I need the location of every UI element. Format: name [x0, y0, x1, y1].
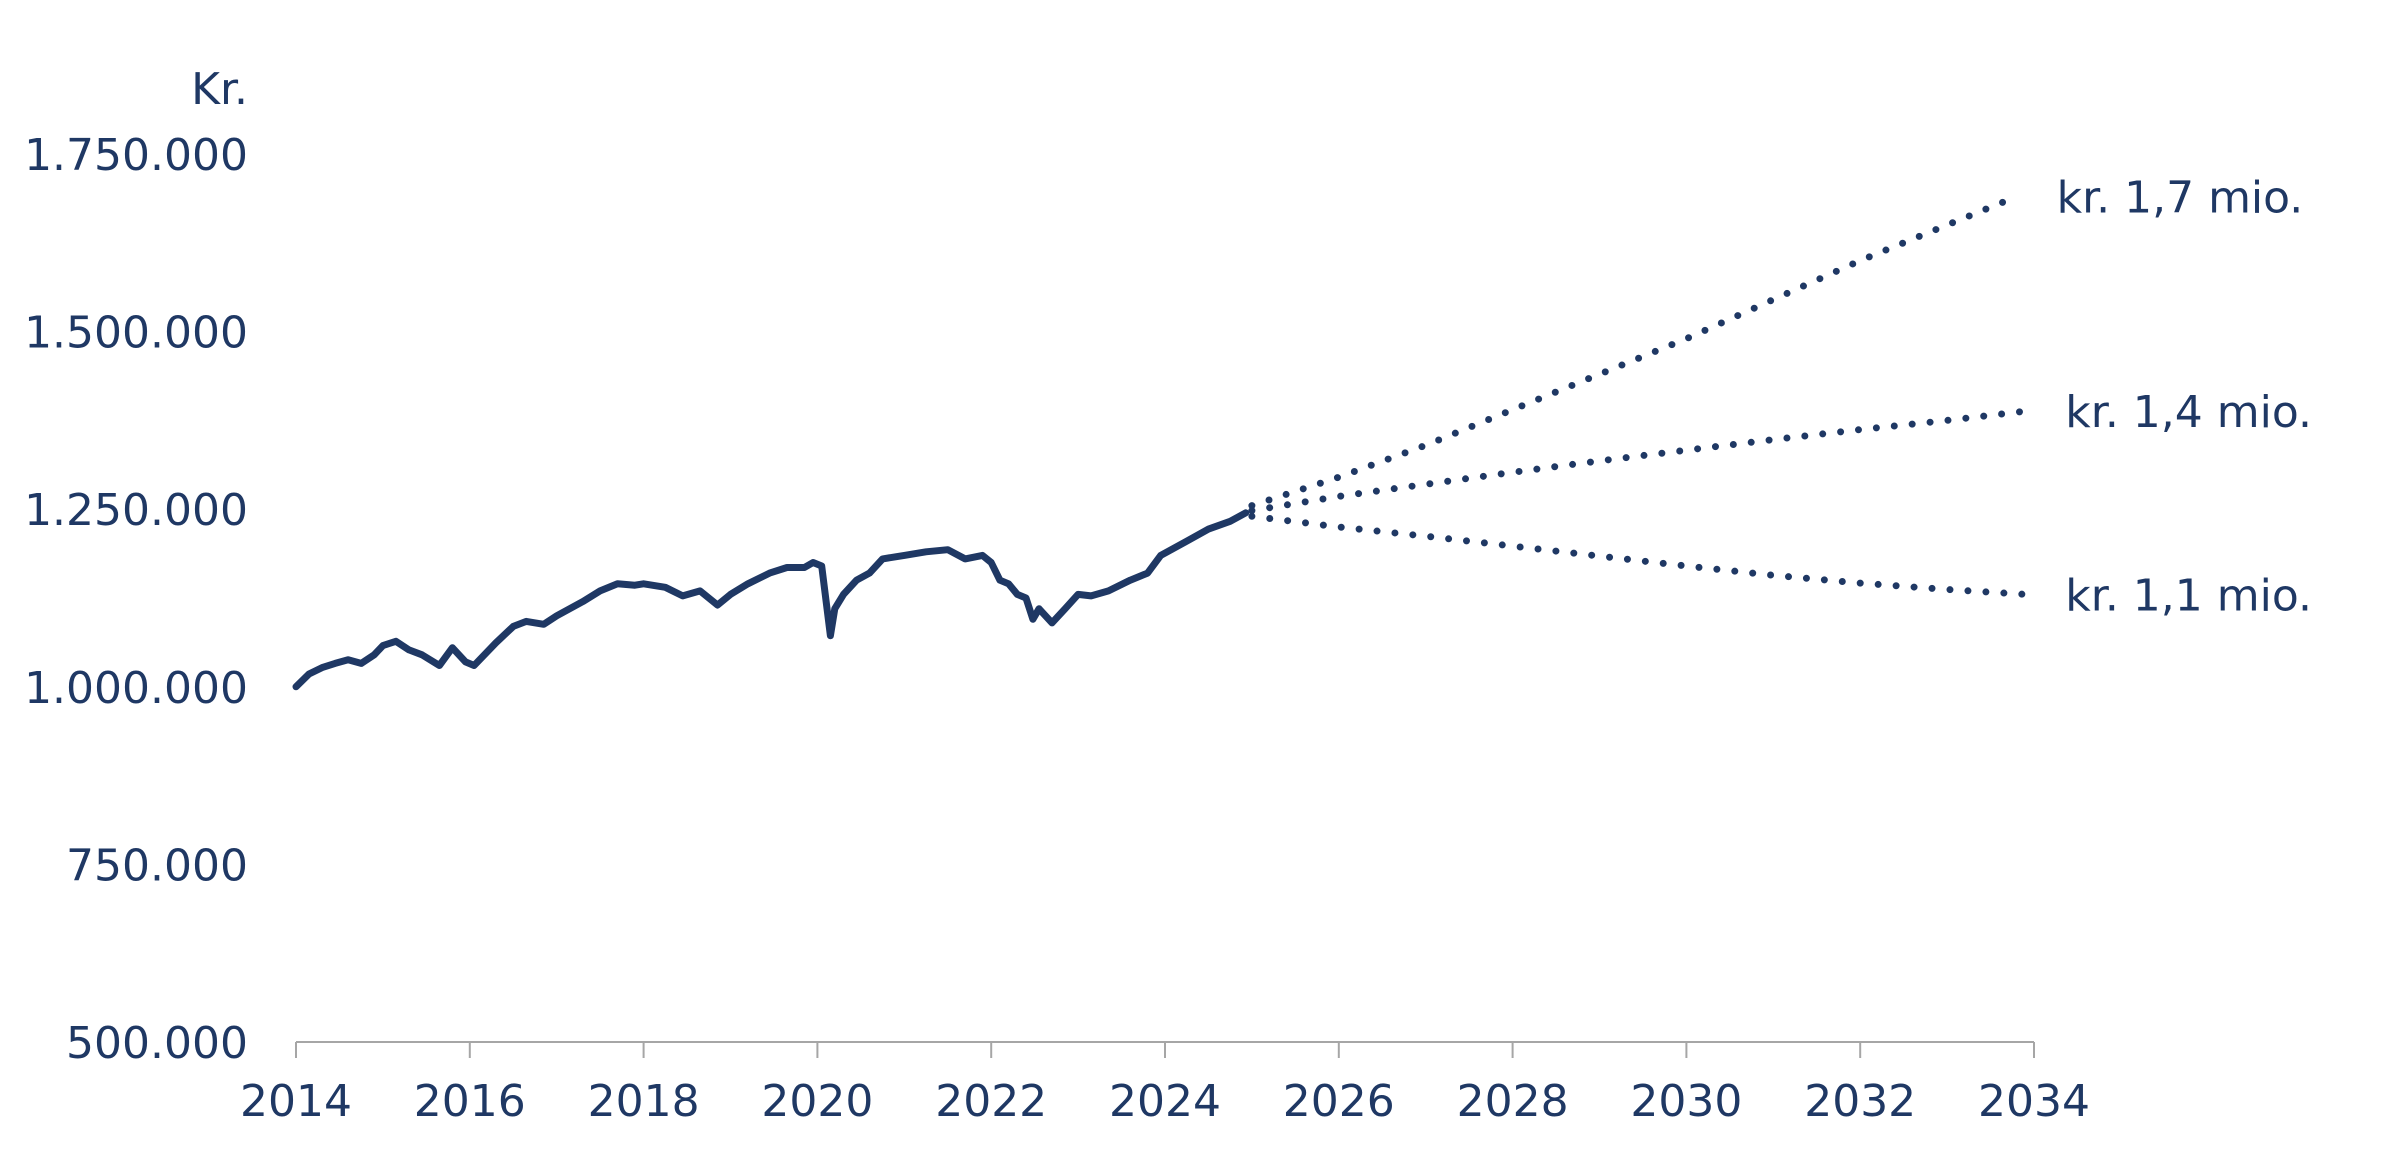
- projection-end-label: kr. 1,1 mio.: [2065, 570, 2312, 621]
- axes: 2014 2016 2018 2020 2022 2024 2026 2028 2030 2032…: [24, 64, 2090, 1127]
- labels-group: kr. 1,7 mio. kr. 1,4 mio. kr. 1,1 mio.: [2057, 173, 2312, 622]
- projection-end-label: kr. 1,7 mio.: [2057, 173, 2304, 224]
- y-tick-label: 1.500.000: [24, 308, 248, 359]
- x-tick-label: 2016: [414, 1076, 526, 1127]
- x-tick-label: 2022: [935, 1076, 1047, 1127]
- y-tick-label: 1.000.000: [24, 663, 248, 714]
- projection-series-line-2: [1248, 407, 2029, 515]
- y-tick-label: 500.000: [66, 1018, 248, 1069]
- historical-series-line: [292, 509, 1250, 691]
- y-tick-label: 750.000: [66, 840, 248, 891]
- x-tick-label: 2032: [1804, 1076, 1916, 1127]
- x-tick-label: 2024: [1109, 1076, 1221, 1127]
- x-tick-label: 2034: [1978, 1076, 2090, 1127]
- y-tick-label: 1.250.000: [24, 485, 248, 536]
- x-tick-label: 2014: [240, 1076, 352, 1127]
- x-tick-label: 2018: [588, 1076, 700, 1127]
- y-tick-label: 1.750.000: [24, 130, 248, 181]
- projection-end-label: kr. 1,4 mio.: [2065, 387, 2312, 438]
- x-tick-label: 2020: [761, 1076, 873, 1127]
- x-tick-label: 2026: [1283, 1076, 1395, 1127]
- y-axis-unit-label: Kr.: [191, 64, 248, 115]
- series-group: [292, 193, 2029, 691]
- projection-series-line-3: [1248, 512, 2029, 598]
- x-tick-label: 2030: [1630, 1076, 1742, 1127]
- projection-series-line-1: [1248, 193, 2021, 510]
- x-tick-label: 2028: [1457, 1076, 1569, 1127]
